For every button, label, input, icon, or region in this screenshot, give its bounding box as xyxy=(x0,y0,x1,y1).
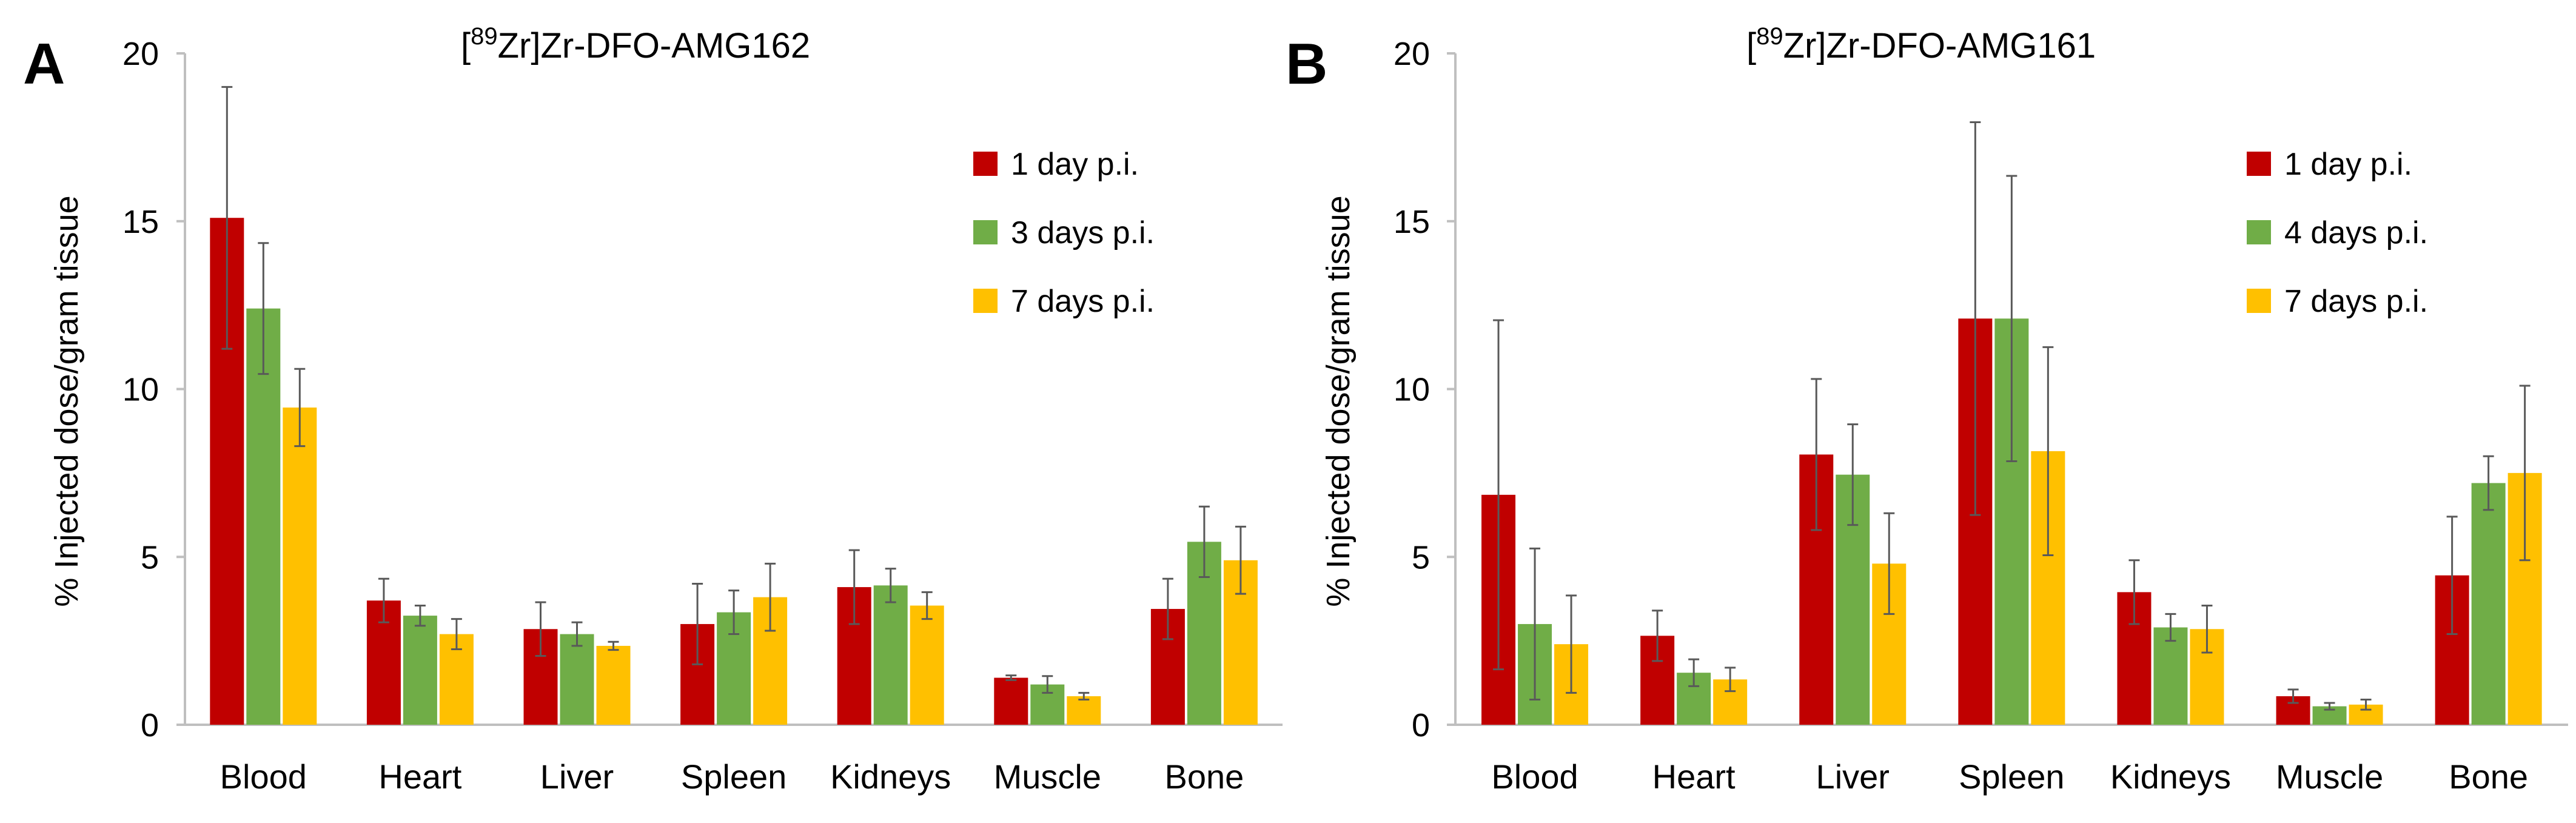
panel-label: B xyxy=(1286,32,1327,96)
x-tick-label: Kidneys xyxy=(830,757,951,796)
x-tick-label: Blood xyxy=(1491,757,1578,796)
chart-panel-b: B [89Zr]Zr-DFO-AMG161 % Injected dose/gram… xyxy=(1286,23,2568,796)
y-tick-label: 20 xyxy=(1394,36,1430,72)
y-tick-label: 15 xyxy=(122,204,159,240)
y-tick-label: 20 xyxy=(122,36,159,72)
legend-label: 7 days p.i. xyxy=(1011,284,1155,319)
legend-swatch xyxy=(973,220,998,244)
x-tick-label: Kidneys xyxy=(2110,757,2231,796)
legend-label: 3 days p.i. xyxy=(1011,215,1155,250)
x-tick-label: Bone xyxy=(1165,757,1244,796)
y-axis-label: % Injected dose/gram tissue xyxy=(1320,195,1357,606)
chart-title: [89Zr]Zr-DFO-AMG162 xyxy=(461,23,810,66)
legend-label: 1 day p.i. xyxy=(1011,147,1139,182)
legend-label: 1 day p.i. xyxy=(2284,147,2412,182)
x-tick-label: Heart xyxy=(378,757,461,796)
legend-swatch xyxy=(2247,152,2271,176)
legend-label: 4 days p.i. xyxy=(2284,215,2428,250)
y-tick-label: 0 xyxy=(1412,707,1430,744)
bar xyxy=(2153,627,2188,725)
chart-title: [89Zr]Zr-DFO-AMG161 xyxy=(1746,23,2096,66)
legend-swatch xyxy=(2247,289,2271,313)
bar xyxy=(1067,696,1101,725)
y-tick-label: 0 xyxy=(141,707,159,744)
legend-swatch xyxy=(973,289,998,313)
chart-panel-a: A [89Zr]Zr-DFO-AMG162 % Injected dose/gram… xyxy=(23,23,1283,796)
panel-label: A xyxy=(23,32,65,96)
bar xyxy=(873,585,908,725)
x-tick-label: Muscle xyxy=(2276,757,2383,796)
bar xyxy=(994,677,1028,725)
x-tick-label: Bone xyxy=(2449,757,2528,796)
bar xyxy=(596,645,631,725)
legend-swatch xyxy=(2247,220,2271,244)
x-tick-label: Liver xyxy=(1816,757,1890,796)
legend-label: 7 days p.i. xyxy=(2284,284,2428,319)
x-tick-label: Liver xyxy=(540,757,614,796)
y-tick-label: 10 xyxy=(1394,372,1430,408)
y-tick-label: 5 xyxy=(141,539,159,576)
y-tick-label: 15 xyxy=(1394,204,1430,240)
bar xyxy=(560,634,594,725)
legend-swatch xyxy=(973,152,998,176)
x-tick-label: Blood xyxy=(220,757,307,796)
x-tick-label: Heart xyxy=(1652,757,1736,796)
y-tick-label: 5 xyxy=(1412,539,1430,576)
x-tick-label: Muscle xyxy=(994,757,1101,796)
bar xyxy=(403,616,437,725)
bar xyxy=(2471,483,2506,725)
bar xyxy=(910,605,944,725)
y-tick-label: 10 xyxy=(122,372,159,408)
x-tick-label: Spleen xyxy=(681,757,787,796)
y-axis-label: % Injected dose/gram tissue xyxy=(49,195,85,606)
x-tick-label: Spleen xyxy=(1959,757,2064,796)
bar xyxy=(283,407,317,725)
bar xyxy=(246,308,281,725)
